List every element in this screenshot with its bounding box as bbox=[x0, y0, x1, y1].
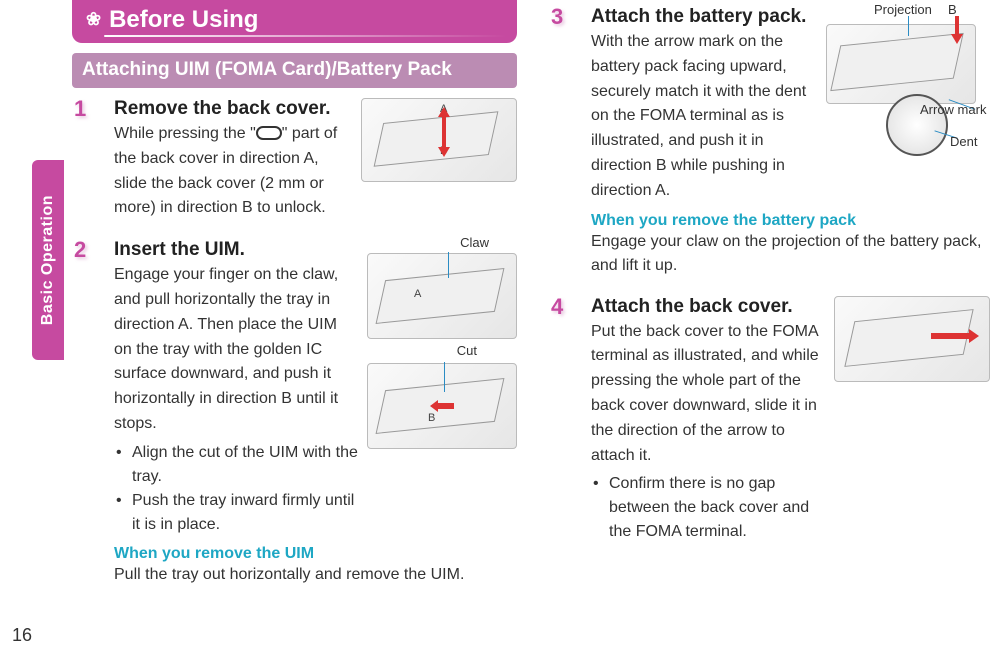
step-number-4: 4 bbox=[551, 294, 579, 322]
step-1-body-pre: While pressing the " bbox=[114, 125, 256, 142]
step-2: 2 Insert the UIM. Engage your finger on … bbox=[72, 239, 517, 587]
fig2a-label-claw: Claw bbox=[460, 235, 489, 250]
step-2-note-title: When you remove the UIM bbox=[114, 545, 517, 563]
step-2-body: Engage your finger on the claw, and pull… bbox=[114, 263, 359, 437]
fig3-arrow-b-icon bbox=[950, 16, 964, 44]
step-2-title: Insert the UIM. bbox=[114, 239, 359, 261]
step-4: 4 Attach the back cover. Put the back co… bbox=[549, 296, 990, 545]
fig3-label-arrowmark: Arrow mark bbox=[920, 102, 986, 117]
step-3: 3 Attach the battery pack. With the arro… bbox=[549, 6, 990, 278]
step-1-title: Remove the back cover. bbox=[114, 98, 353, 120]
step-4-title: Attach the back cover. bbox=[591, 296, 826, 318]
side-tab-label: Basic Operation bbox=[39, 195, 57, 325]
fig4-arrow-icon bbox=[931, 327, 979, 345]
step-1-body: While pressing the "" part of the back c… bbox=[114, 122, 353, 221]
section-title-bar: Attaching UIM (FOMA Card)/Battery Pack bbox=[72, 53, 517, 88]
fig3-label-dent: Dent bbox=[950, 134, 977, 149]
step-number-3: 3 bbox=[551, 4, 579, 32]
flower-icon: ❀ bbox=[86, 9, 101, 30]
column-left: ❀ Before Using Attaching UIM (FOMA Card)/… bbox=[72, 0, 525, 662]
fig2b-label-b: B bbox=[428, 412, 435, 424]
header-title: Before Using bbox=[109, 6, 258, 33]
step-4-bullet-1: Confirm there is no gap between the back… bbox=[605, 472, 826, 544]
step-2-note-body: Pull the tray out horizontally and remov… bbox=[114, 563, 517, 587]
page-number: 16 bbox=[12, 625, 32, 646]
step-2-bullets: Align the cut of the UIM with the tray. … bbox=[114, 441, 359, 537]
fig3-label-b: B bbox=[948, 2, 957, 17]
figure-step-4 bbox=[834, 296, 990, 382]
step-number-2: 2 bbox=[74, 237, 102, 265]
step-2-bullet-1: Align the cut of the UIM with the tray. bbox=[128, 441, 359, 489]
fig1-arrow-icon bbox=[434, 107, 454, 157]
step-3-note-title: When you remove the battery pack bbox=[591, 212, 990, 230]
figure-step-2a: A bbox=[367, 253, 517, 339]
step-3-note-body: Engage your claw on the projection of th… bbox=[591, 230, 990, 278]
step-2-bullet-2: Push the tray inward firmly until it is … bbox=[128, 489, 359, 537]
fig2a-label-a: A bbox=[414, 288, 421, 300]
step-4-body: Put the back cover to the FOMA terminal … bbox=[591, 320, 826, 469]
oval-mark-icon bbox=[256, 126, 282, 140]
step-3-title: Attach the battery pack. bbox=[591, 6, 814, 28]
header-before-using: ❀ Before Using bbox=[72, 0, 517, 43]
figure-step-3: Projection B Arrow mark Dent bbox=[822, 6, 990, 151]
step-number-1: 1 bbox=[74, 96, 102, 124]
figure-step-1: A B bbox=[361, 98, 517, 182]
fig3-label-projection: Projection bbox=[874, 2, 932, 17]
side-tab-basic-operation: Basic Operation bbox=[32, 160, 64, 360]
step-1: 1 Remove the back cover. While pressing … bbox=[72, 98, 517, 221]
fig2b-label-cut: Cut bbox=[457, 343, 477, 358]
figure-step-2b: B bbox=[367, 363, 517, 449]
column-right: 3 Attach the battery pack. With the arro… bbox=[545, 0, 998, 662]
step-4-bullets: Confirm there is no gap between the back… bbox=[591, 472, 826, 544]
page-content: ❀ Before Using Attaching UIM (FOMA Card)/… bbox=[72, 0, 1002, 662]
step-3-body: With the arrow mark on the battery pack … bbox=[591, 30, 814, 204]
